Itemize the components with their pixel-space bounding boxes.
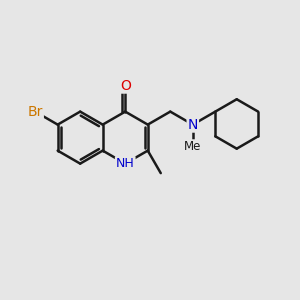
Text: N: N (188, 118, 198, 132)
Text: O: O (120, 79, 131, 93)
Text: Br: Br (28, 105, 43, 118)
Text: NH: NH (116, 157, 135, 170)
Text: Me: Me (184, 140, 202, 153)
